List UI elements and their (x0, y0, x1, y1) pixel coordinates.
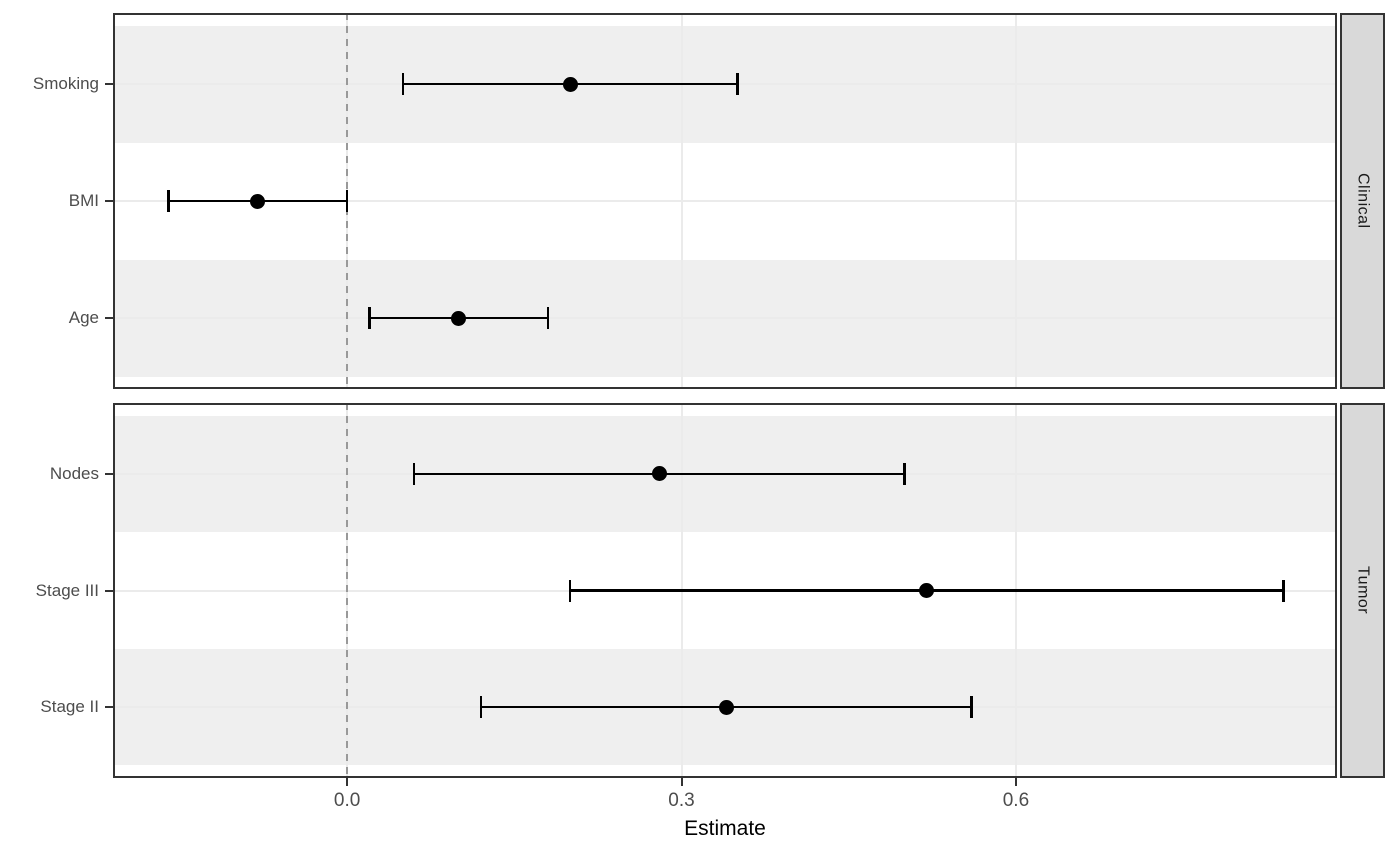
error-bar-cap-left (167, 190, 170, 212)
error-bar-cap-right (736, 73, 739, 95)
y-axis-label: Nodes (49, 463, 99, 483)
error-bar-cap-right (970, 696, 973, 719)
facet-panel-clinical (113, 13, 1337, 389)
point-estimate (718, 699, 734, 715)
error-bar-cap-right (546, 307, 549, 329)
x-axis-tick (680, 778, 683, 786)
y-axis-label: Stage III (35, 580, 99, 600)
x-tick-label: 0.0 (333, 790, 361, 811)
error-bar-cap-right (345, 190, 349, 212)
error-bar-cap-right (1282, 579, 1285, 602)
error-bar-cap-left (401, 73, 405, 95)
y-axis-label: Stage II (40, 697, 99, 717)
y-axis-label: BMI (68, 191, 99, 210)
y-axis-label: Age (68, 308, 99, 327)
y-axis-tick (105, 83, 113, 85)
point-estimate (250, 193, 266, 209)
gridline-y (113, 317, 1337, 319)
gridline-y (113, 200, 1337, 202)
facet-strip-label: Tumor (1354, 566, 1372, 615)
facet-panel-tumor (113, 403, 1337, 778)
error-bar-cap-left (479, 696, 483, 719)
y-axis-label: Smoking (32, 74, 99, 93)
error-bar-cap-left (568, 579, 572, 602)
x-axis-title: Estimate (684, 817, 766, 840)
error-bar-cap-left (368, 307, 371, 329)
facet-strip-label: Clinical (1354, 173, 1372, 229)
x-tick-label: 0.3 (668, 790, 695, 811)
point-estimate (651, 466, 667, 482)
point-estimate (451, 310, 467, 326)
y-axis-tick (105, 317, 113, 319)
x-tick-label: 0.6 (1002, 790, 1030, 811)
y-axis-tick (105, 706, 113, 709)
y-axis-tick (105, 589, 113, 592)
facet-strip: Clinical (1340, 13, 1385, 389)
y-axis-tick (105, 200, 113, 202)
x-axis-tick (1014, 778, 1017, 786)
error-bar-cap-right (903, 462, 906, 485)
facet-strip: Tumor (1340, 403, 1385, 778)
point-estimate (919, 583, 935, 598)
zero-reference-line (346, 403, 349, 778)
x-axis-tick (346, 778, 349, 786)
y-axis-tick (105, 472, 113, 475)
error-bar-cap-left (412, 462, 416, 485)
point-estimate (562, 76, 578, 92)
